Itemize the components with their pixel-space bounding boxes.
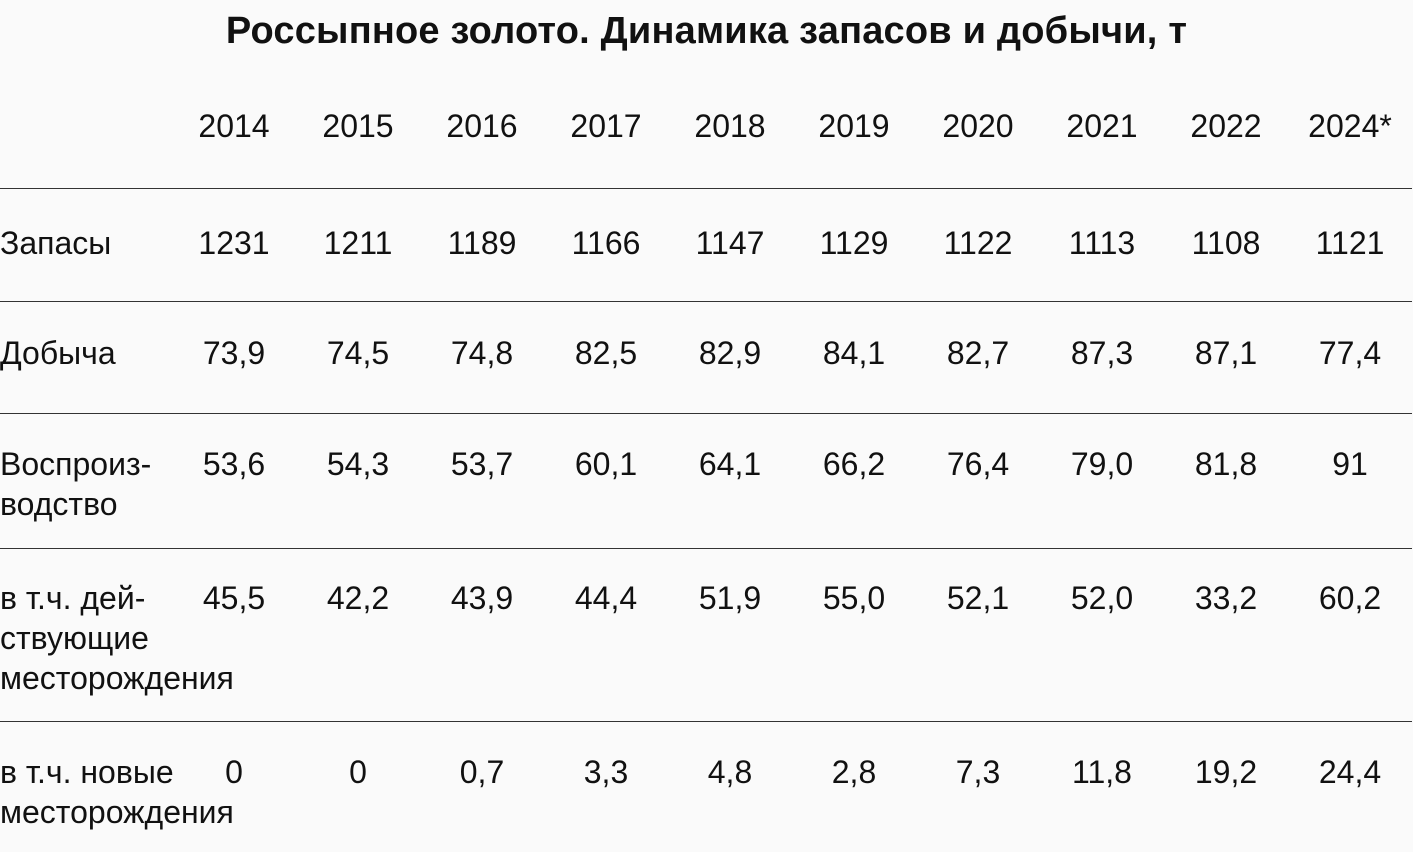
table-cell: 1122 [916, 187, 1040, 301]
year-header: 2024* [1308, 108, 1392, 144]
year-header: 2021 [1066, 108, 1138, 144]
table-cell: 79,0 [1040, 412, 1164, 548]
row-label-line: Добыча [0, 334, 116, 371]
table-cell: 87,3 [1040, 300, 1164, 413]
table-cell: 1113 [1040, 187, 1164, 301]
table-title: Россыпное золото. Динамика запасов и доб… [225, 10, 1188, 52]
row-label: в т.ч. дей- ствующие месторождения [0, 547, 234, 721]
table-cell: 43,9 [420, 547, 544, 721]
table-cell: 4,8 [668, 720, 792, 850]
row-label: Запасы [0, 187, 172, 301]
table-cell: 1129 [792, 187, 916, 301]
row-label: в т.ч. новые месторождения [0, 720, 234, 850]
row-label: Добыча [0, 300, 172, 413]
table-cell: 77,4 [1288, 300, 1412, 413]
row-label-line: в т.ч. новые [0, 753, 174, 790]
year-header: 2022 [1190, 108, 1262, 144]
table-cell: 42,2 [296, 547, 420, 721]
table-cell: 87,1 [1164, 300, 1288, 413]
table-cell: 52,0 [1040, 547, 1164, 721]
year-header: 2020 [942, 108, 1014, 144]
table-row-reserves: Запасы 1231 1211 1189 1166 1147 1129 112… [0, 187, 1412, 301]
table-cell: 82,7 [916, 300, 1040, 413]
row-label-line: Воспроиз- [0, 445, 152, 482]
table-cell: 7,3 [916, 720, 1040, 850]
table-cell: 44,4 [544, 547, 668, 721]
table-cell: 1189 [420, 187, 544, 301]
header-corner [0, 82, 172, 188]
table-cell: 82,9 [668, 300, 792, 413]
table-cell: 52,1 [916, 547, 1040, 721]
row-label-line: водство [0, 485, 118, 522]
table-cell: 1166 [544, 187, 668, 301]
table-cell: 33,2 [1164, 547, 1288, 721]
table-cell: 24,4 [1288, 720, 1412, 850]
row-label-line: месторождения [0, 793, 234, 830]
table-cell: 54,3 [296, 412, 420, 548]
table-cell: 1211 [296, 187, 420, 301]
table-cell: 53,7 [420, 412, 544, 548]
table-cell: 84,1 [792, 300, 916, 413]
year-header: 2019 [818, 108, 890, 144]
table-cell: 60,2 [1288, 547, 1412, 721]
table-row-production: Добыча 73,9 74,5 74,8 82,5 82,9 84,1 82,… [0, 300, 1412, 413]
table-cell: 82,5 [544, 300, 668, 413]
table-cell: 73,9 [172, 300, 296, 413]
table-cell: 0 [296, 720, 420, 850]
table-cell: 60,1 [544, 412, 668, 548]
table-cell: 1108 [1164, 187, 1288, 301]
table-cell: 0 [172, 720, 296, 850]
table-cell: 51,9 [668, 547, 792, 721]
table-cell: 1147 [668, 187, 792, 301]
row-label-line: в т.ч. дей- [0, 579, 146, 616]
year-header: 2016 [446, 108, 518, 144]
table-cell: 66,2 [792, 412, 916, 548]
year-header: 2014 [198, 108, 270, 144]
table-row-reproduction: Воспроиз- водство 53,6 54,3 53,7 60,1 64… [0, 412, 1412, 548]
table-cell: 74,8 [420, 300, 544, 413]
table-cell: 81,8 [1164, 412, 1288, 548]
year-header: 2018 [694, 108, 766, 144]
row-label-line: ствующие [0, 619, 149, 656]
table-cell: 74,5 [296, 300, 420, 413]
table-cell: 45,5 [172, 547, 296, 721]
table-cell: 0,7 [420, 720, 544, 850]
table-cell: 11,8 [1040, 720, 1164, 850]
gold-reserves-table: 2014 2015 2016 2017 2018 2019 2020 2021 … [0, 82, 1412, 850]
table-cell: 55,0 [792, 547, 916, 721]
row-label-line: Запасы [0, 224, 112, 261]
table-cell: 53,6 [172, 412, 296, 548]
table-cell: 64,1 [668, 412, 792, 548]
row-label: Воспроиз- водство [0, 412, 172, 548]
table-cell: 19,2 [1164, 720, 1288, 850]
table-row-existing-deposits: в т.ч. дей- ствующие месторождения 45,5 … [0, 547, 1412, 721]
table-cell: 76,4 [916, 412, 1040, 548]
year-header: 2015 [322, 108, 394, 144]
table-cell: 91 [1288, 412, 1412, 548]
table-cell: 1231 [172, 187, 296, 301]
table-row-new-deposits: в т.ч. новые месторождения 0 0 0,7 3,3 4… [0, 720, 1412, 850]
table-cell: 1121 [1288, 187, 1412, 301]
table-cell: 3,3 [544, 720, 668, 850]
year-header: 2017 [570, 108, 642, 144]
header-row: 2014 2015 2016 2017 2018 2019 2020 2021 … [0, 82, 1412, 188]
row-label-line: месторождения [0, 659, 234, 696]
table-cell: 2,8 [792, 720, 916, 850]
